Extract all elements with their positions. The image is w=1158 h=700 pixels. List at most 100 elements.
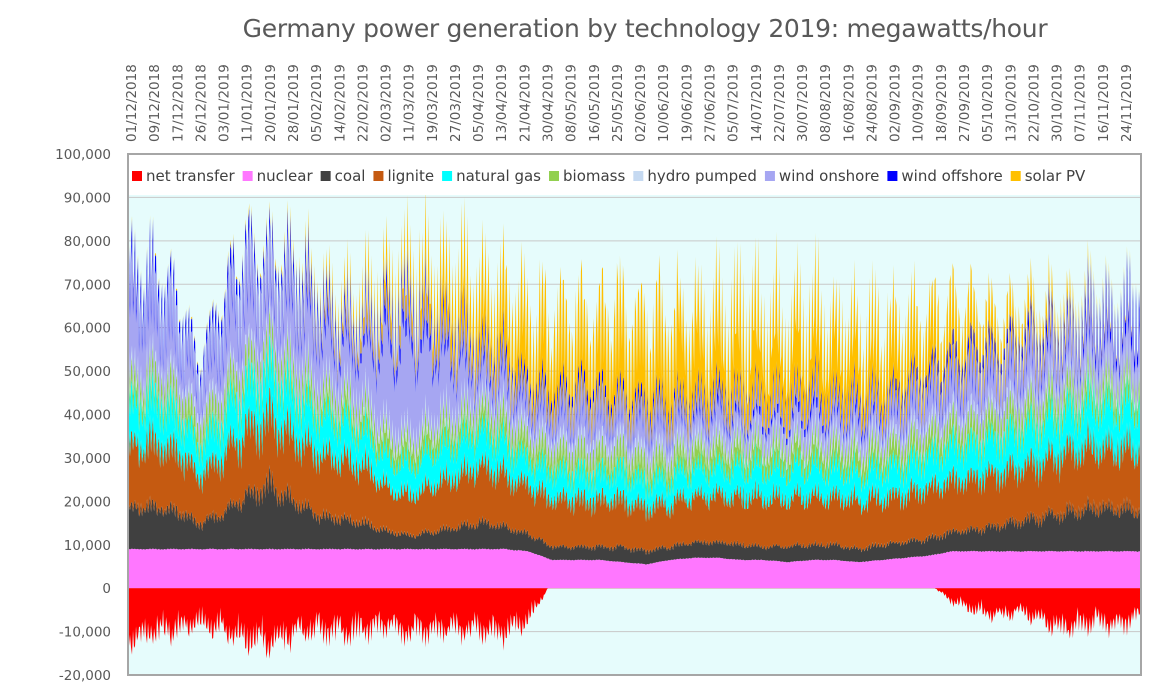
x-axis: 01/12/2018 09/12/2018 17/12/2018 26/12/2018… (124, 64, 1135, 142)
y-tick-label: 90,000 (64, 190, 111, 206)
legend-item: biomass (549, 167, 625, 185)
legend-swatch (887, 171, 898, 181)
area-coal (128, 464, 1141, 565)
x-tick-label: 25/05/2019 (610, 64, 626, 142)
legend-label: net transfer (146, 167, 235, 185)
area-solar-PV (128, 186, 1141, 450)
x-tick-label: 05/10/2019 (980, 64, 996, 142)
x-tick-label: 20/01/2019 (263, 64, 279, 142)
x-tick-label: 10/09/2019 (911, 64, 927, 142)
x-tick-label: 21/04/2019 (517, 64, 533, 142)
x-tick-label: 22/10/2019 (1026, 64, 1042, 142)
x-tick-label: 09/12/2018 (147, 64, 163, 142)
x-tick-label: 05/04/2019 (471, 64, 487, 142)
y-tick-label: 40,000 (64, 408, 111, 424)
legend-item: natural gas (442, 167, 541, 185)
x-tick-label: 22/02/2019 (355, 64, 371, 142)
legend-swatch (320, 171, 331, 181)
stacked-areas (128, 186, 1141, 659)
x-tick-label: 05/07/2019 (726, 64, 742, 142)
legend-swatch (764, 171, 775, 181)
legend-label: hydro pumped (647, 167, 757, 185)
y-tick-label: 80,000 (64, 234, 111, 250)
y-tick-label: 30,000 (64, 451, 111, 467)
area-hydro-pumped (128, 296, 1141, 487)
x-tick-label: 17/12/2018 (170, 64, 186, 142)
y-tick-label: 0 (102, 581, 111, 597)
legend-label: natural gas (456, 167, 541, 185)
plot-border (127, 153, 1142, 676)
x-tick-label: 16/08/2019 (841, 64, 857, 142)
legend-swatch (132, 171, 142, 181)
legend-label: wind offshore (901, 167, 1002, 185)
x-tick-label: 07/11/2019 (1073, 64, 1089, 142)
legend-swatch (549, 171, 559, 181)
legend-label: coal (335, 167, 366, 185)
legend-label: wind onshore (779, 167, 879, 185)
legend-label: biomass (563, 167, 625, 185)
x-tick-label: 13/04/2019 (494, 64, 510, 142)
x-tick-label: 19/06/2019 (679, 64, 695, 142)
legend-item: solar PV (1010, 167, 1086, 185)
x-tick-label: 24/08/2019 (864, 64, 880, 142)
x-tick-label: 27/09/2019 (957, 64, 973, 142)
legend-swatch (442, 171, 453, 181)
x-tick-label: 22/07/2019 (772, 64, 788, 142)
x-tick-label: 19/03/2019 (425, 64, 441, 142)
x-tick-label: 11/03/2019 (402, 64, 418, 142)
y-tick-label: -20,000 (59, 668, 111, 684)
x-tick-label: 01/12/2018 (124, 64, 140, 142)
x-tick-label: 14/02/2019 (332, 64, 348, 142)
chart-title: Germany power generation by technology 2… (242, 14, 1048, 43)
legend-swatch (242, 171, 253, 181)
y-tick-label: 50,000 (64, 364, 111, 380)
legend-swatch (373, 171, 384, 181)
area-biomass (128, 307, 1141, 504)
legend-label: lignite (387, 167, 434, 185)
x-tick-label: 30/10/2019 (1050, 64, 1066, 142)
y-axis: -20,000 -10,000 0 10,000 20,000 30,000 40,000 5… (55, 147, 111, 684)
y-tick-label: 10,000 (64, 538, 111, 554)
x-tick-label: 16/11/2019 (1096, 64, 1112, 142)
x-tick-label: 24/11/2019 (1119, 64, 1135, 142)
x-tick-label: 03/01/2019 (217, 64, 233, 142)
x-tick-label: 28/01/2019 (286, 64, 302, 142)
legend-label: solar PV (1025, 167, 1086, 185)
area-wind-onshore (128, 222, 1141, 480)
legend-item: wind offshore (887, 167, 1003, 185)
legend-swatch (1010, 171, 1021, 181)
area-net-transfer (128, 574, 1141, 659)
area-lignite (128, 386, 1141, 555)
legend-item: hydro pumped (633, 167, 757, 185)
legend-item: coal (320, 167, 366, 185)
x-tick-label: 08/05/2019 (564, 64, 580, 142)
y-tick-label: 100,000 (55, 147, 111, 163)
legend-item: lignite (373, 167, 434, 185)
x-tick-label: 16/05/2019 (587, 64, 603, 142)
legend-item: net transfer (132, 167, 235, 185)
x-tick-label: 13/10/2019 (1003, 64, 1019, 142)
x-tick-label: 30/04/2019 (541, 64, 557, 142)
legend-swatch (633, 171, 644, 181)
y-tick-label: 60,000 (64, 321, 111, 337)
x-tick-label: 11/01/2019 (240, 64, 256, 142)
legend-item: nuclear (242, 167, 314, 185)
y-tick-label: 70,000 (64, 277, 111, 293)
area-natural-gas (128, 332, 1141, 523)
legend-label: nuclear (257, 167, 314, 185)
x-tick-label: 02/03/2019 (379, 64, 395, 142)
x-tick-label: 02/06/2019 (633, 64, 649, 142)
legend-item: wind onshore (764, 167, 879, 185)
area-nuclear (128, 548, 1141, 589)
x-tick-label: 10/06/2019 (656, 64, 672, 142)
x-tick-label: 14/07/2019 (749, 64, 765, 142)
x-tick-label: 05/02/2019 (309, 64, 325, 142)
x-tick-label: 08/08/2019 (818, 64, 834, 142)
legend-items: net transfer nuclear coal lignite natural ga… (132, 167, 1086, 185)
x-tick-label: 18/09/2019 (934, 64, 950, 142)
x-tick-label: 27/06/2019 (702, 64, 718, 142)
x-tick-label: 30/07/2019 (795, 64, 811, 142)
y-tick-label: 20,000 (64, 494, 111, 510)
y-tick-label: -10,000 (59, 625, 111, 641)
